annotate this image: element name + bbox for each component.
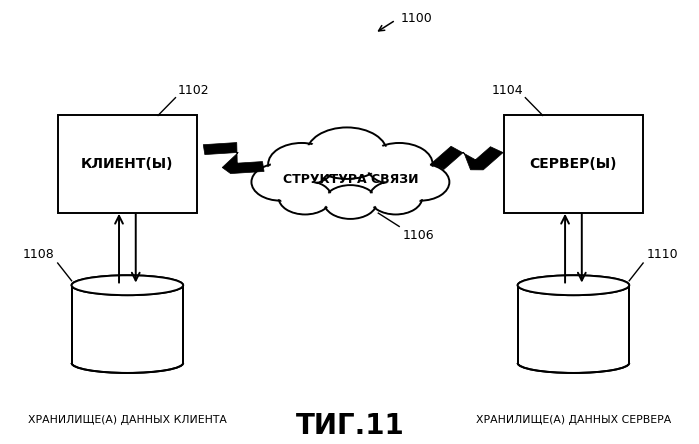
Text: ХРАНИЛИЩЕ(А) ДАННЫХ СЕРВЕРА: ХРАНИЛИЩЕ(А) ДАННЫХ СЕРВЕРА [476, 415, 671, 424]
Text: КЛИЕНТ(Ы): КЛИЕНТ(Ы) [81, 157, 173, 171]
Circle shape [268, 143, 335, 186]
Text: ХРАНИЛИЩЕ(А) ДАННЫХ КЛИЕНТА: ХРАНИЛИЩЕ(А) ДАННЫХ КЛИЕНТА [28, 415, 226, 424]
Text: 1108: 1108 [22, 248, 55, 261]
Circle shape [393, 165, 447, 199]
Bar [518, 285, 629, 363]
Circle shape [371, 182, 420, 213]
Bar [504, 115, 643, 213]
Circle shape [279, 181, 331, 214]
Circle shape [254, 165, 308, 199]
Circle shape [306, 127, 387, 179]
Text: СТРУКТУРА СВЯЗИ: СТРУКТУРА СВЯЗИ [282, 173, 418, 186]
Text: 1102: 1102 [178, 84, 209, 97]
Circle shape [252, 163, 310, 201]
Text: 1104: 1104 [491, 84, 524, 97]
Bar [71, 285, 183, 363]
Circle shape [281, 182, 329, 213]
Circle shape [310, 130, 384, 177]
Text: 1110: 1110 [647, 248, 678, 261]
Ellipse shape [71, 275, 183, 295]
Text: ΤИГ.11: ΤИГ.11 [296, 412, 405, 440]
Circle shape [271, 145, 333, 184]
Text: СЕРВЕР(Ы): СЕРВЕР(Ы) [530, 157, 617, 171]
Bar [58, 115, 197, 213]
Circle shape [369, 181, 422, 214]
Ellipse shape [518, 275, 629, 295]
Ellipse shape [518, 275, 629, 295]
Circle shape [366, 143, 433, 186]
Ellipse shape [71, 275, 183, 295]
Circle shape [368, 145, 430, 184]
Circle shape [324, 185, 377, 219]
Text: 1100: 1100 [401, 12, 433, 25]
Circle shape [326, 186, 375, 218]
Polygon shape [203, 143, 264, 174]
Polygon shape [431, 146, 503, 170]
Circle shape [391, 163, 449, 201]
Text: 1106: 1106 [403, 229, 434, 242]
